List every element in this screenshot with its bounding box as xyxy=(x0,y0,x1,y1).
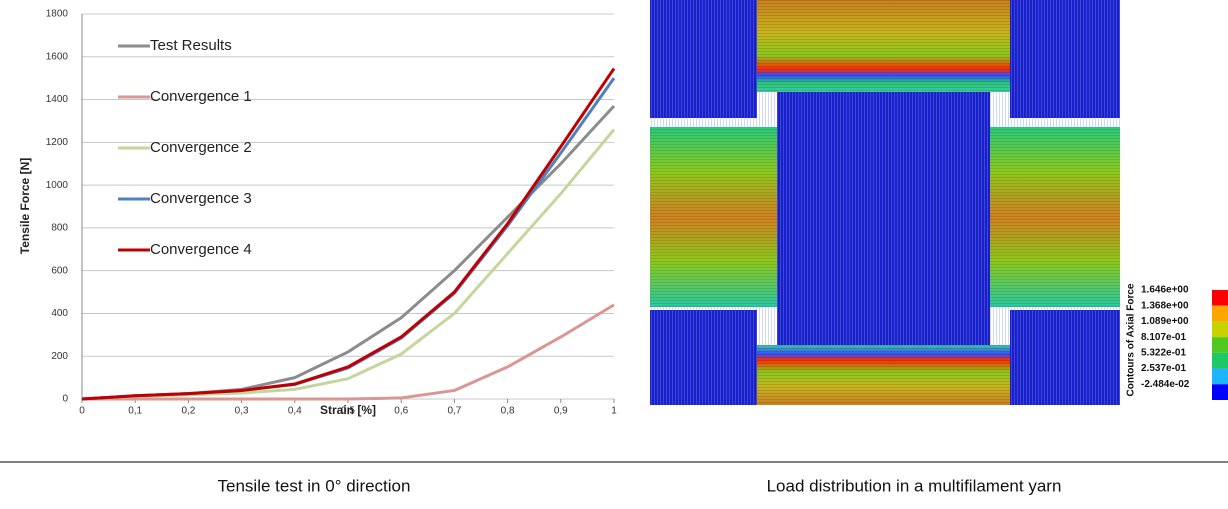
colorbar-label: 1.089e+00 xyxy=(1141,316,1189,327)
x-tick-label: 0,3 xyxy=(235,406,249,417)
x-tick-label: 0,1 xyxy=(128,406,142,417)
x-tick-label: 0,9 xyxy=(554,406,568,417)
colorbar-label: 1.646e+00 xyxy=(1141,285,1189,296)
x-tick-label: 0 xyxy=(79,406,85,417)
x-tick-label: 0,7 xyxy=(447,406,461,417)
colorbar-segment xyxy=(1212,337,1228,353)
colorbar-title: Contours of Axial Force xyxy=(1126,283,1137,396)
series-line xyxy=(81,67,616,401)
x-tick-label: 0,8 xyxy=(501,406,515,417)
x-axis-title: Strain [%] xyxy=(320,403,376,417)
caption: Tensile test in 0° direction xyxy=(218,476,411,495)
y-tick-label: 600 xyxy=(51,265,68,276)
y-axis-title: Tensile Force [N] xyxy=(18,158,32,254)
colorbar-segment xyxy=(1212,384,1228,400)
series-line xyxy=(82,303,615,401)
x-tick-label: 0,5 xyxy=(341,406,355,417)
colorbar-label: 1.368e+00 xyxy=(1141,300,1189,311)
y-tick-label: 1200 xyxy=(46,137,69,148)
y-tick-label: 800 xyxy=(51,223,68,234)
colorbar-label: -2.484e-02 xyxy=(1141,379,1190,390)
colorbar-segment xyxy=(1212,290,1228,306)
y-tick-label: 0 xyxy=(62,394,68,405)
colorbar-segment xyxy=(1212,352,1228,369)
legend-label: Convergence 3 xyxy=(150,190,252,207)
legend-label: Test Results xyxy=(150,37,232,54)
x-tick-label: 0,2 xyxy=(181,406,195,417)
colorbar-segment xyxy=(1212,368,1228,385)
y-tick-label: 1400 xyxy=(46,94,69,105)
y-tick-label: 1000 xyxy=(46,180,69,191)
x-tick-label: 1 xyxy=(611,406,617,417)
y-tick-label: 200 xyxy=(51,351,68,362)
y-tick-label: 1800 xyxy=(46,9,69,20)
colorbar-segment xyxy=(1212,321,1228,338)
caption: Load distribution in a multifilament yar… xyxy=(767,476,1062,495)
colorbar-segment xyxy=(1212,305,1228,322)
legend-label: Convergence 1 xyxy=(150,88,252,105)
x-tick-label: 0,4 xyxy=(288,406,302,417)
colorbar-label: 5.322e-01 xyxy=(1141,347,1186,358)
simulation-image xyxy=(650,0,1120,405)
series-line xyxy=(81,128,616,401)
y-tick-label: 1600 xyxy=(46,51,69,62)
x-tick-label: 0,6 xyxy=(394,406,408,417)
y-tick-label: 400 xyxy=(51,308,68,319)
legend-label: Convergence 4 xyxy=(150,241,252,258)
colorbar-label: 2.537e-01 xyxy=(1141,363,1186,374)
colorbar-label: 8.107e-01 xyxy=(1141,332,1186,343)
legend-label: Convergence 2 xyxy=(150,139,252,156)
